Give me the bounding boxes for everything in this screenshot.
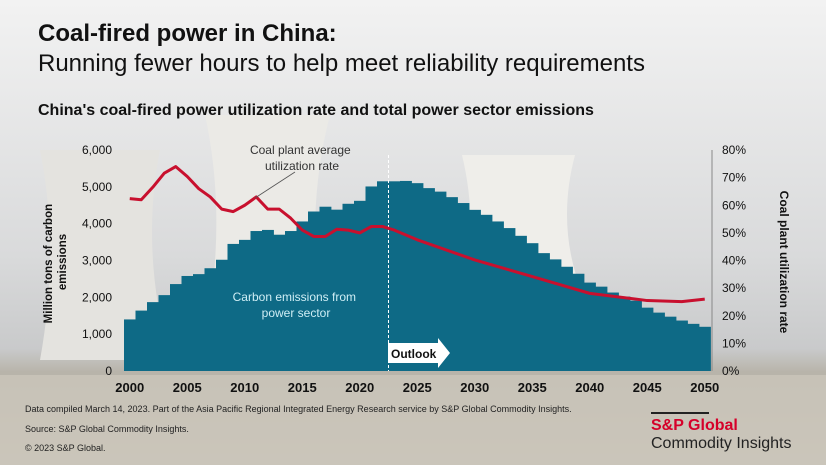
emissions-bar xyxy=(572,273,585,371)
utilization-line xyxy=(129,165,705,304)
emissions-bar xyxy=(308,211,320,371)
right-y-tick-label: 0% xyxy=(722,364,740,378)
x-tick-label: 2035 xyxy=(518,380,547,395)
emissions-label: Carbon emissions from power sector xyxy=(233,290,360,320)
emissions-bar xyxy=(342,203,355,371)
emissions-bar xyxy=(641,307,654,371)
emissions-bar xyxy=(400,180,412,371)
emissions-bar xyxy=(687,323,700,371)
x-tick-label: 2010 xyxy=(230,380,259,395)
emissions-bar xyxy=(377,181,389,371)
emissions-bar xyxy=(584,282,596,371)
emissions-bar xyxy=(699,326,711,371)
emissions-bar xyxy=(262,229,274,371)
x-tick-label: 2045 xyxy=(633,380,662,395)
cooling-tower xyxy=(40,150,170,360)
emissions-bar xyxy=(273,234,286,371)
emissions-bar xyxy=(492,221,504,371)
emissions-bar xyxy=(239,239,251,371)
x-tick-label: 2000 xyxy=(115,380,144,395)
emissions-bar xyxy=(365,186,378,371)
emissions-bar xyxy=(124,319,136,371)
utilization-annotation: Coal plant average utilization rate xyxy=(250,143,354,173)
emissions-bar xyxy=(664,316,677,371)
emissions-bar xyxy=(561,266,573,371)
outlook-label: Outlook xyxy=(391,347,437,361)
emissions-bar xyxy=(446,197,458,371)
emissions-bar xyxy=(411,183,424,371)
emissions-bar xyxy=(526,243,539,371)
main-title: Coal-fired power in China: xyxy=(38,20,337,47)
emissions-bar xyxy=(158,295,171,371)
right-axis-label: Coal plant utilization rate xyxy=(777,191,791,334)
emissions-bar xyxy=(480,214,493,371)
left-y-tick-label: 6,000 xyxy=(82,143,112,157)
x-tick-label: 2025 xyxy=(403,380,432,395)
right-y-tick-label: 10% xyxy=(722,336,746,350)
emissions-bar xyxy=(434,191,447,371)
emissions-bar xyxy=(388,181,401,371)
emissions-bar xyxy=(204,268,217,371)
right-y-tick-label: 80% xyxy=(722,143,746,157)
emissions-bar xyxy=(676,320,688,371)
right-y-tick-label: 20% xyxy=(722,309,746,323)
x-tick-label: 2030 xyxy=(460,380,489,395)
left-axis-label: Million tons of carbon emissions xyxy=(43,201,69,324)
emissions-bar xyxy=(423,188,435,371)
footnote: Data compiled March 14, 2023. Part of th… xyxy=(25,404,572,414)
emissions-bar xyxy=(181,275,194,371)
emissions-bar xyxy=(227,243,240,371)
logo-sp-global: S&P Global xyxy=(651,417,738,434)
emissions-bar xyxy=(147,302,159,371)
source: Source: S&P Global Commodity Insights. xyxy=(25,424,189,434)
emissions-bar xyxy=(630,300,642,371)
emissions-bar xyxy=(296,221,309,371)
outlook-arrow: Outlook xyxy=(388,338,450,368)
emissions-bar xyxy=(469,209,481,371)
right-y-tick-label: 30% xyxy=(722,281,746,295)
emissions-bar xyxy=(216,259,228,371)
x-tick-label: 2040 xyxy=(575,380,604,395)
emissions-bar xyxy=(250,231,263,371)
annotation-leader xyxy=(254,171,296,199)
logo-commodity-insights: Commodity Insights xyxy=(651,435,792,452)
emissions-bar xyxy=(618,296,631,371)
emissions-bar xyxy=(549,259,562,371)
emissions-bar xyxy=(285,231,297,371)
copyright: © 2023 S&P Global. xyxy=(25,443,106,453)
emissions-bar xyxy=(354,200,366,371)
emissions-bar xyxy=(607,292,619,371)
x-tick-label: 2005 xyxy=(173,380,202,395)
emissions-bar xyxy=(193,274,205,371)
emissions-bar xyxy=(595,286,608,371)
emissions-bar xyxy=(653,312,665,371)
logo-bar xyxy=(651,412,709,414)
x-tick-label: 2050 xyxy=(690,380,719,395)
left-y-tick-label: 0 xyxy=(105,364,112,378)
x-tick-label: 2015 xyxy=(288,380,317,395)
emissions-bar xyxy=(457,203,470,371)
emissions-bar xyxy=(135,310,148,371)
right-y-tick-label: 60% xyxy=(722,198,746,212)
emissions-bar xyxy=(515,235,527,371)
emissions-bar xyxy=(538,253,550,371)
emissions-bar xyxy=(331,209,343,371)
emissions-bar xyxy=(503,228,516,371)
right-y-tick-label: 50% xyxy=(722,226,746,240)
right-y-tick-label: 40% xyxy=(722,254,746,268)
right-y-tick-label: 70% xyxy=(722,171,746,185)
left-y-tick-label: 1,000 xyxy=(82,327,112,341)
left-y-tick-label: 2,000 xyxy=(82,290,112,304)
subtitle: Running fewer hours to help meet reliabi… xyxy=(38,50,645,77)
left-y-tick-label: 5,000 xyxy=(82,180,112,194)
emissions-bar xyxy=(170,284,182,371)
chart-title: China's coal-fired power utilization rat… xyxy=(38,102,594,119)
x-tick-label: 2020 xyxy=(345,380,374,395)
left-y-tick-label: 4,000 xyxy=(82,217,112,231)
emissions-bar xyxy=(319,206,332,371)
left-y-tick-label: 3,000 xyxy=(82,254,112,268)
